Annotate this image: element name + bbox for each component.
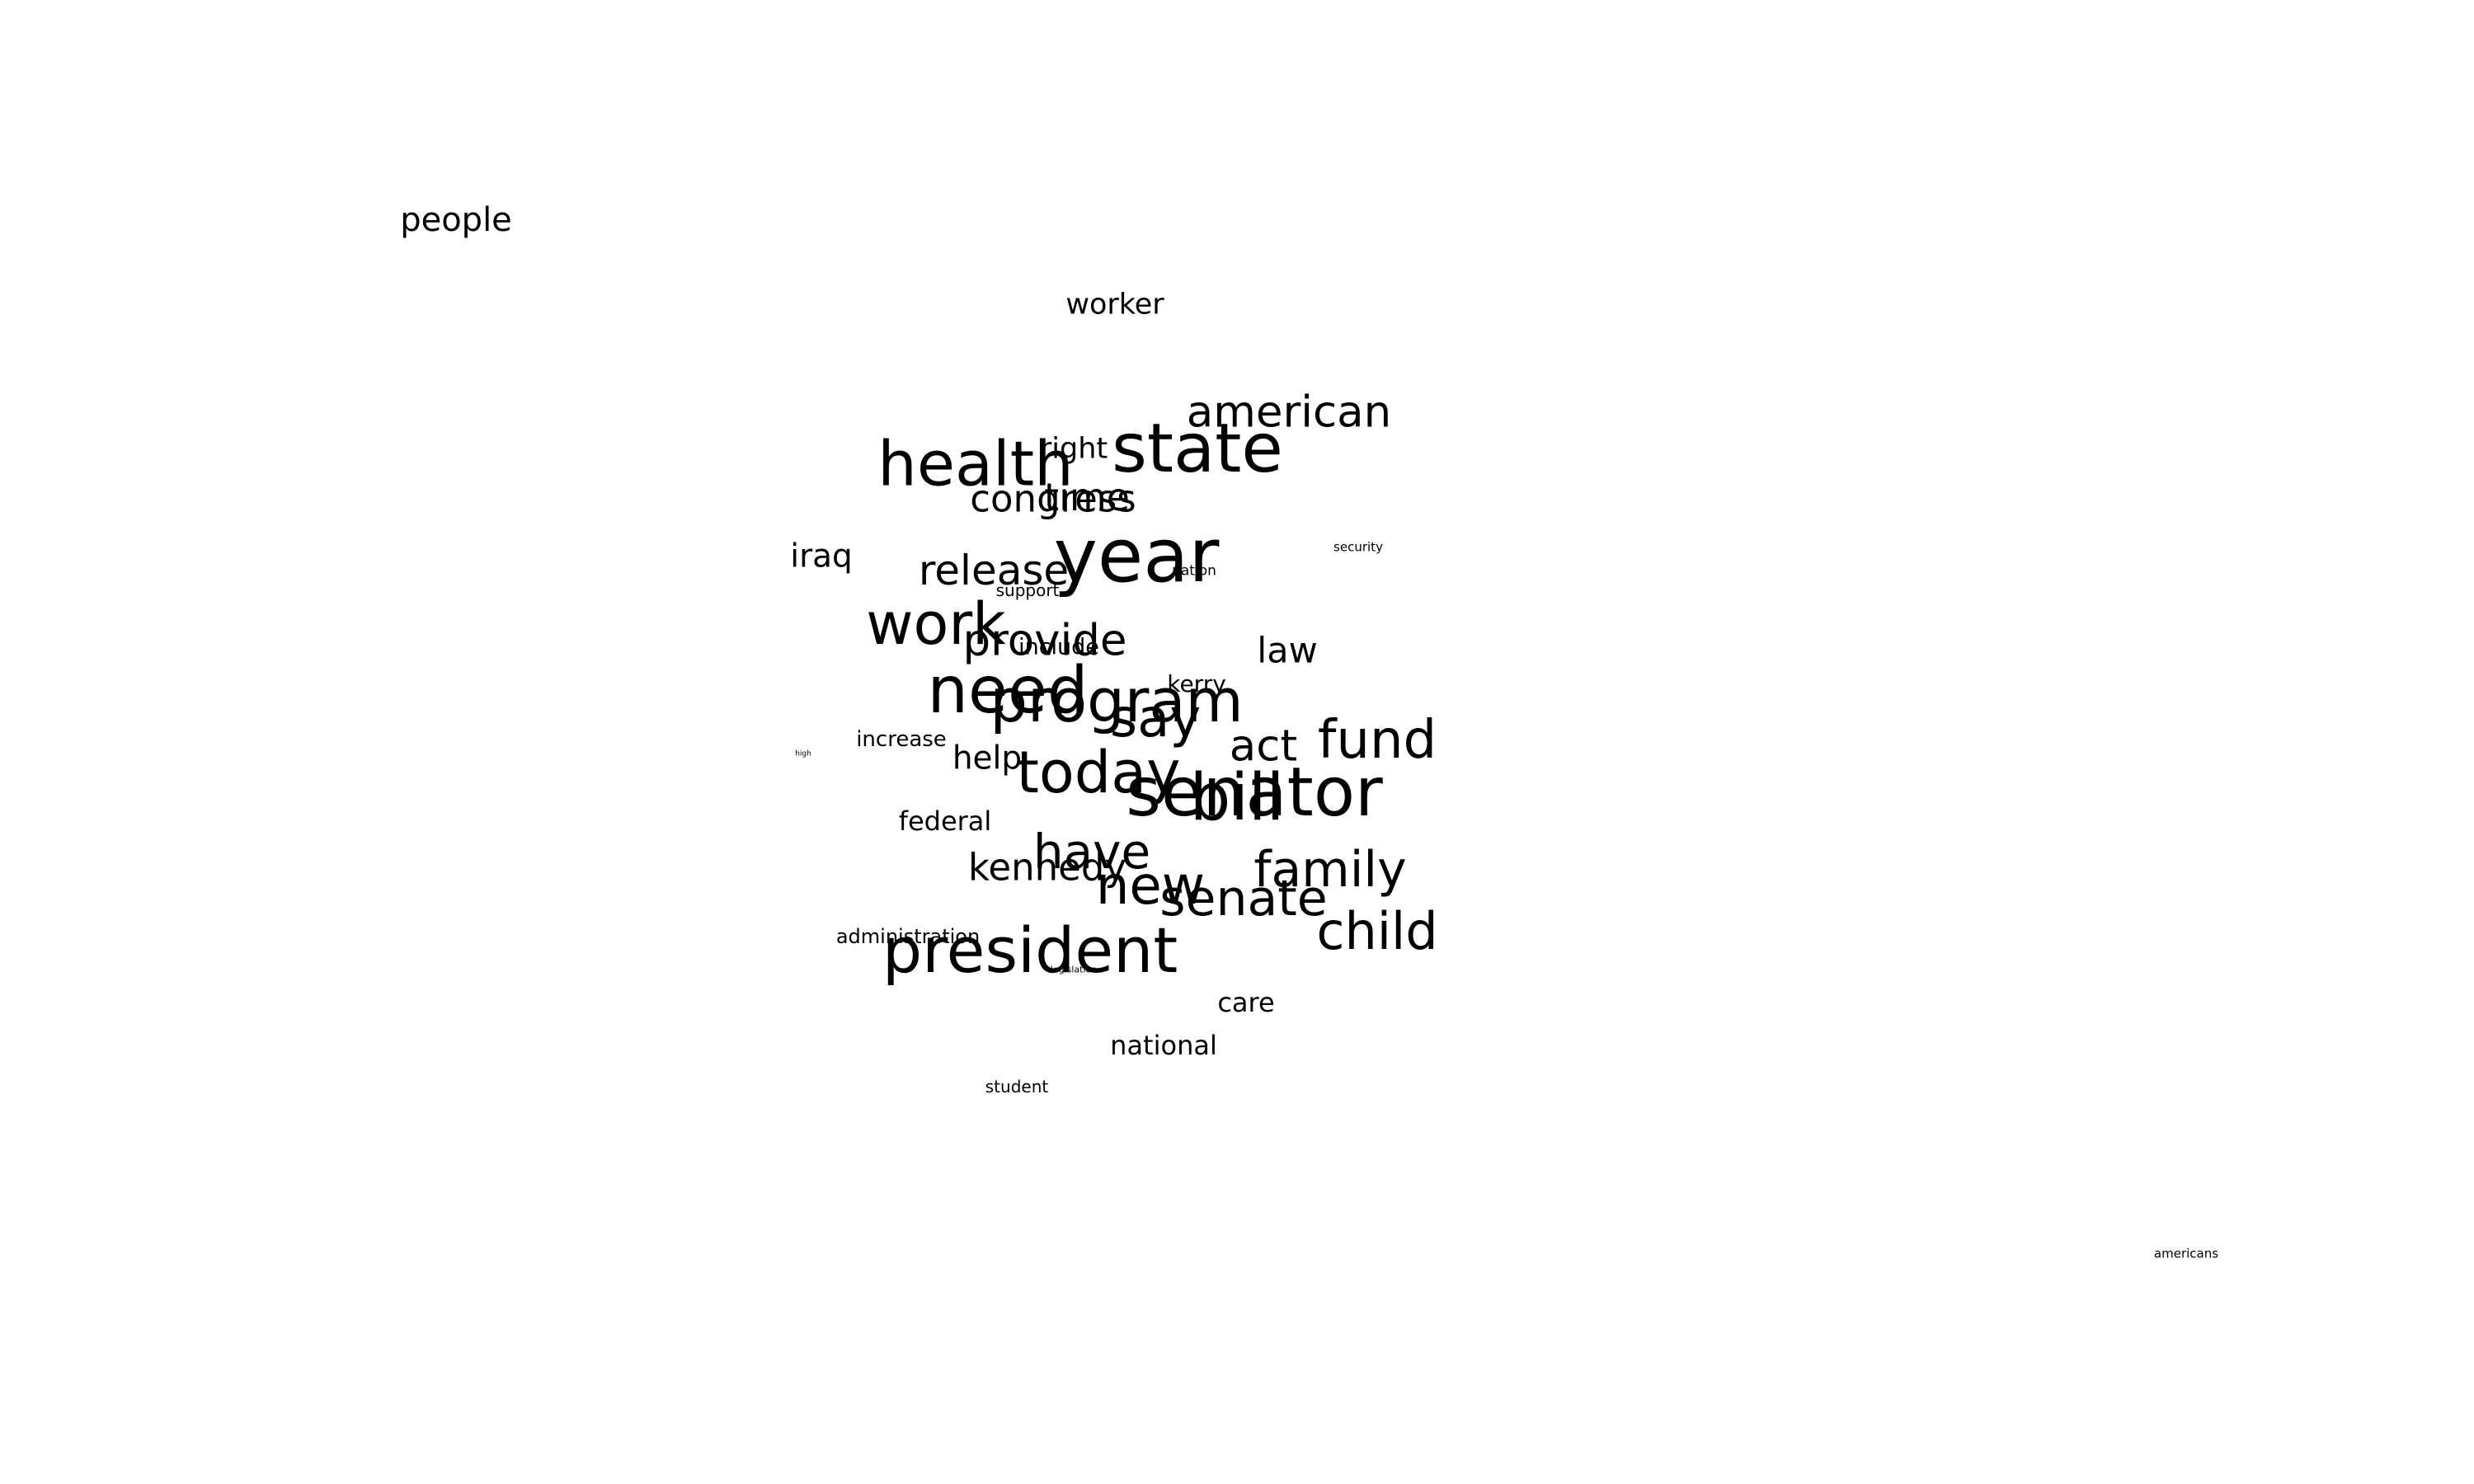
word-year: year xyxy=(1053,513,1220,599)
word-work: work xyxy=(866,590,1006,658)
word-release: release xyxy=(918,547,1070,594)
word-fund: fund xyxy=(1317,710,1437,771)
word-legislation: legislation xyxy=(1050,964,1098,975)
word-iraq: iraq xyxy=(790,538,853,575)
word-administration: administration xyxy=(835,925,981,948)
word-kennedy: kennedy xyxy=(967,845,1127,890)
word-federal: federal xyxy=(898,805,992,837)
word-today: today xyxy=(1016,739,1181,806)
word-state: state xyxy=(1112,410,1283,488)
word-bill: bill xyxy=(1189,761,1285,835)
word-american: american xyxy=(1186,387,1392,438)
word-increase: increase xyxy=(856,727,947,752)
word-security: security xyxy=(1333,539,1383,555)
word-say: say xyxy=(1109,688,1202,749)
word-act: act xyxy=(1229,721,1298,772)
word-have: have xyxy=(1032,824,1151,880)
word-family: family xyxy=(1253,841,1407,899)
word-president: president xyxy=(882,913,1178,987)
word-senator: senator xyxy=(1126,754,1383,832)
word-support: support xyxy=(995,580,1060,600)
word-congress: congress xyxy=(970,477,1136,521)
word-high: high xyxy=(795,749,811,758)
word-health: health xyxy=(877,427,1074,500)
word-law: law xyxy=(1257,630,1318,672)
word-child: child xyxy=(1316,901,1438,961)
word-right: right xyxy=(1039,432,1108,466)
word-provide: provide xyxy=(962,615,1127,666)
word-senate: senate xyxy=(1159,870,1328,928)
word-need: need xyxy=(927,654,1089,728)
word-time: time xyxy=(1044,475,1130,519)
word-kerry: kerry xyxy=(1167,670,1226,697)
word-help: help xyxy=(952,740,1023,777)
word-national: national xyxy=(1110,1030,1217,1061)
word-include: include xyxy=(1018,634,1099,660)
word-new: new xyxy=(1095,856,1206,917)
word-program: program xyxy=(990,666,1244,735)
word-care: care xyxy=(1217,987,1275,1018)
word-americans: americans xyxy=(2153,1246,2219,1261)
word-nation: nation xyxy=(1172,562,1216,580)
word-worker: worker xyxy=(1065,288,1164,322)
word-people: people xyxy=(400,201,512,239)
word-student: student xyxy=(985,1077,1049,1097)
